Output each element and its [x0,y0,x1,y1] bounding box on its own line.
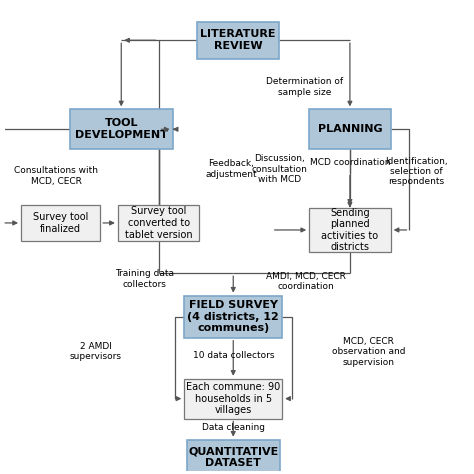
Text: 10 data collectors: 10 data collectors [192,351,274,360]
Text: Determination of
sample size: Determination of sample size [266,77,343,97]
FancyBboxPatch shape [309,109,391,149]
Text: Data cleaning: Data cleaning [202,423,265,432]
Text: 2 AMDI
supervisors: 2 AMDI supervisors [70,342,122,362]
FancyBboxPatch shape [309,208,391,252]
FancyBboxPatch shape [197,21,279,59]
Text: FIELD SURVEY
(4 districts, 12
communes): FIELD SURVEY (4 districts, 12 communes) [187,300,279,333]
Text: Identification,
selection of
respondents: Identification, selection of respondents [385,156,448,186]
FancyBboxPatch shape [118,205,200,240]
Text: LITERATURE
REVIEW: LITERATURE REVIEW [200,29,276,51]
Text: MCD, CECR
observation and
supervision: MCD, CECR observation and supervision [332,337,405,367]
Text: TOOL
DEVELOPMENT: TOOL DEVELOPMENT [75,118,168,140]
Text: AMDI, MCD, CECR
coordination: AMDI, MCD, CECR coordination [265,272,346,291]
Text: PLANNING: PLANNING [318,124,382,134]
FancyBboxPatch shape [21,205,100,240]
Text: MCD coordination: MCD coordination [310,157,391,166]
Text: Discussion,
consultation
with MCD: Discussion, consultation with MCD [252,154,308,184]
Text: Consultations with
MCD, CECR: Consultations with MCD, CECR [14,166,98,186]
FancyBboxPatch shape [187,439,280,474]
FancyBboxPatch shape [70,109,173,149]
Text: Survey tool
finalized: Survey tool finalized [33,212,88,234]
Text: Survey tool
converted to
tablet version: Survey tool converted to tablet version [125,206,192,239]
Text: QUANTITATIVE
DATASET: QUANTITATIVE DATASET [188,447,278,468]
FancyBboxPatch shape [184,379,282,419]
Text: Feedback,
adjustment: Feedback, adjustment [205,159,257,179]
Text: Training data
collectors: Training data collectors [115,269,174,289]
FancyBboxPatch shape [184,296,282,337]
Text: Sending
planned
activities to
districts: Sending planned activities to districts [321,208,378,252]
Text: Each commune: 90
households in 5
villages: Each commune: 90 households in 5 village… [186,382,281,415]
